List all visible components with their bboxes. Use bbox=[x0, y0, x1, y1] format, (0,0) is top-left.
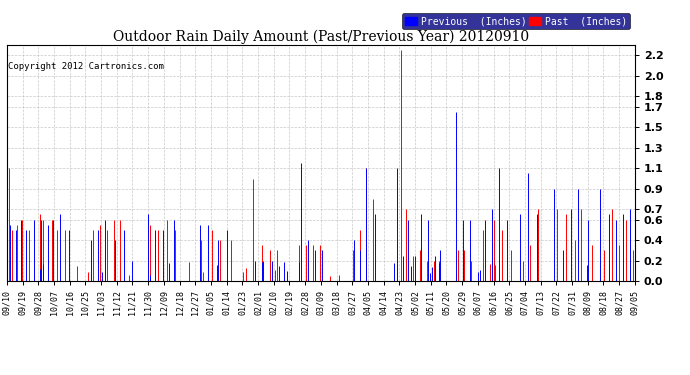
Legend: Previous  (Inches), Past  (Inches): Previous (Inches), Past (Inches) bbox=[402, 13, 630, 29]
Title: Outdoor Rain Daily Amount (Past/Previous Year) 20120910: Outdoor Rain Daily Amount (Past/Previous… bbox=[112, 30, 529, 44]
Text: Copyright 2012 Cartronics.com: Copyright 2012 Cartronics.com bbox=[8, 62, 164, 70]
